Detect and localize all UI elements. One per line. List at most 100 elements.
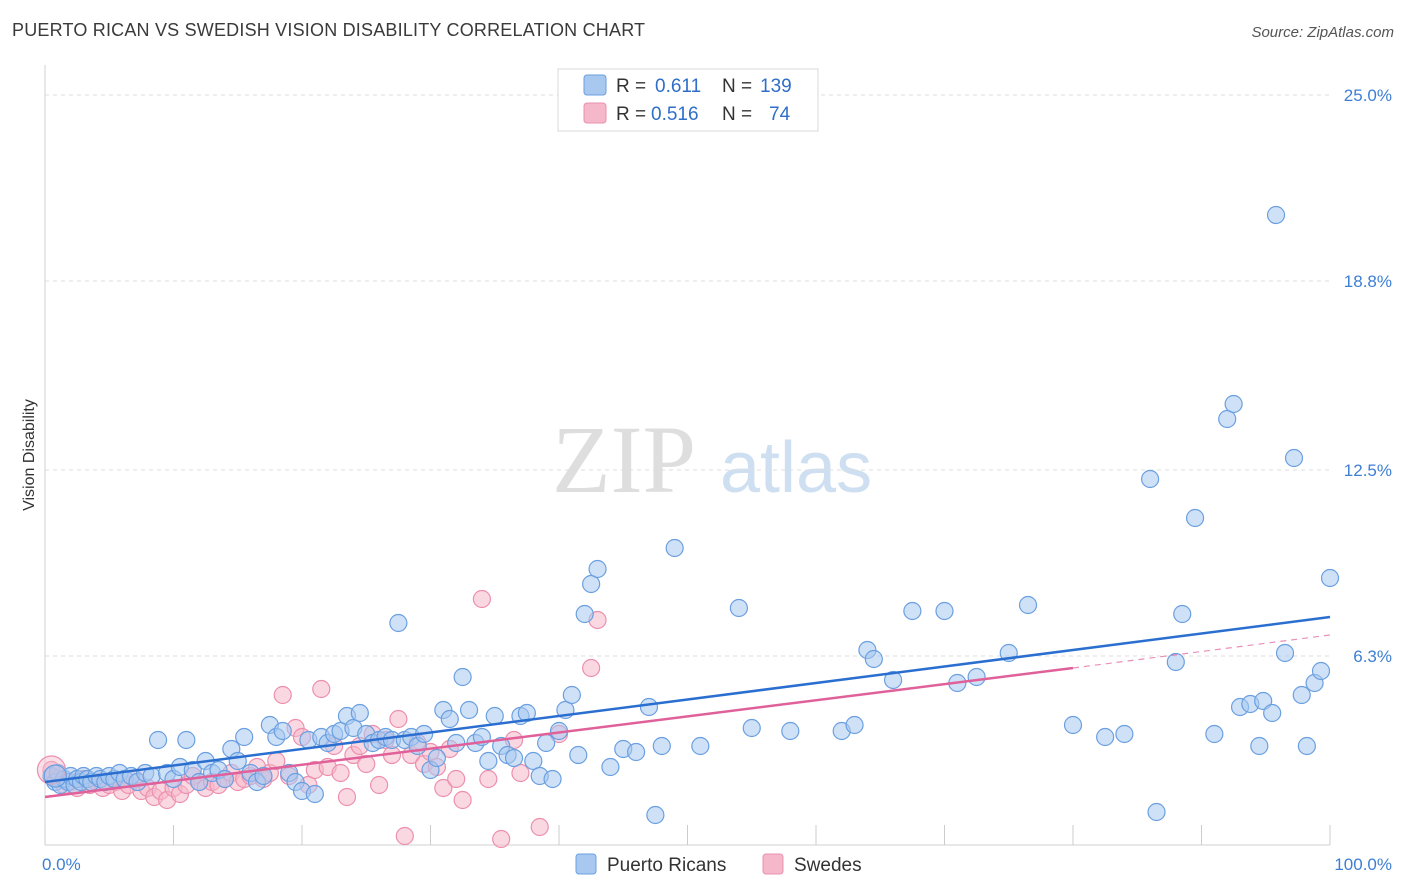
legend-r-label: R = bbox=[616, 76, 646, 97]
data-point bbox=[1096, 727, 1115, 747]
data-point bbox=[1018, 595, 1038, 615]
data-point bbox=[395, 826, 414, 846]
data-point bbox=[691, 736, 710, 756]
data-point bbox=[453, 790, 472, 810]
data-point bbox=[1266, 205, 1286, 225]
data-point bbox=[639, 697, 659, 717]
data-point bbox=[479, 769, 498, 789]
y-tick-label: 12.5% bbox=[1344, 461, 1392, 480]
data-point bbox=[626, 742, 646, 762]
data-point bbox=[569, 745, 588, 765]
legend-swatch-puerto-ricans bbox=[583, 74, 607, 96]
data-point bbox=[1147, 802, 1166, 822]
data-point bbox=[337, 787, 357, 807]
legend-swatch-swedes bbox=[583, 102, 607, 124]
data-point bbox=[504, 748, 524, 768]
data-point bbox=[1140, 469, 1160, 489]
data-point bbox=[485, 706, 504, 726]
data-point bbox=[524, 751, 543, 771]
data-point bbox=[459, 700, 479, 720]
data-point bbox=[1284, 448, 1304, 468]
bottom-legend: Puerto Ricans Swedes bbox=[575, 853, 862, 876]
data-point bbox=[479, 751, 498, 771]
data-point bbox=[350, 703, 369, 723]
watermark: ZIP atlas bbox=[552, 406, 872, 513]
data-point bbox=[1185, 508, 1205, 528]
data-point bbox=[447, 769, 466, 789]
data-point bbox=[1297, 736, 1316, 756]
y-tick-label: 6.3% bbox=[1353, 647, 1392, 666]
data-point bbox=[530, 817, 549, 837]
data-point bbox=[1275, 643, 1295, 663]
data-point bbox=[1263, 703, 1282, 723]
data-points bbox=[36, 205, 1340, 849]
legend-n-value: 74 bbox=[769, 104, 791, 125]
data-point bbox=[742, 718, 761, 738]
data-point bbox=[273, 685, 292, 705]
data-point bbox=[1205, 724, 1224, 744]
data-point bbox=[148, 730, 168, 750]
data-point bbox=[652, 736, 671, 756]
data-point bbox=[177, 730, 196, 750]
data-point bbox=[582, 574, 601, 594]
x-tick-label: 100.0% bbox=[1334, 855, 1392, 874]
legend: R = 0.611 N = 139 R = 0.516 N = 74 bbox=[557, 68, 819, 132]
data-point bbox=[511, 763, 530, 783]
data-point bbox=[235, 727, 254, 747]
data-point bbox=[1224, 394, 1243, 414]
data-point bbox=[729, 598, 749, 618]
data-point bbox=[43, 764, 67, 788]
x-tick-label: 0.0% bbox=[42, 855, 81, 874]
data-point bbox=[1292, 685, 1311, 705]
data-point bbox=[665, 538, 684, 558]
data-point bbox=[447, 733, 466, 753]
bottom-legend-swatch-swedes bbox=[762, 853, 784, 875]
data-point bbox=[517, 703, 536, 723]
data-point bbox=[228, 751, 247, 771]
source-label: Source: ZipAtlas.com bbox=[1251, 24, 1394, 41]
data-point bbox=[781, 721, 800, 741]
data-point bbox=[883, 670, 903, 690]
data-point bbox=[537, 733, 556, 753]
data-point bbox=[453, 667, 472, 687]
data-point bbox=[389, 613, 408, 633]
trend-line bbox=[44, 666, 1074, 799]
bottom-legend-label-puerto-ricans: Puerto Ricans bbox=[607, 855, 726, 876]
trend-lines bbox=[44, 615, 1331, 799]
data-point bbox=[601, 757, 620, 777]
data-point bbox=[389, 709, 408, 729]
data-point bbox=[845, 715, 864, 735]
data-point bbox=[1250, 736, 1269, 756]
gridlines bbox=[45, 94, 1330, 657]
legend-n-label: N = bbox=[722, 76, 752, 97]
data-point bbox=[935, 601, 954, 621]
legend-n-value: 139 bbox=[760, 76, 792, 97]
data-point bbox=[562, 685, 581, 705]
watermark-zip: ZIP bbox=[552, 406, 696, 513]
data-point bbox=[543, 769, 562, 789]
data-point bbox=[1311, 661, 1331, 681]
legend-r-value: 0.611 bbox=[655, 76, 701, 97]
axes bbox=[44, 65, 1331, 846]
data-point bbox=[646, 805, 665, 825]
watermark-atlas: atlas bbox=[720, 428, 872, 508]
data-point bbox=[1173, 604, 1192, 624]
data-point bbox=[434, 778, 453, 798]
data-point bbox=[967, 667, 986, 687]
data-point bbox=[440, 709, 459, 729]
chart-title: PUERTO RICAN VS SWEDISH VISION DISABILIT… bbox=[12, 20, 646, 40]
data-point bbox=[492, 829, 511, 849]
data-point bbox=[1166, 652, 1185, 672]
tick-labels: 6.3% 12.5% 18.8% 25.0% 0.0% 100.0% bbox=[42, 86, 1392, 874]
data-point bbox=[305, 784, 324, 804]
trend-line bbox=[44, 615, 1331, 784]
bottom-legend-label-swedes: Swedes bbox=[794, 855, 862, 876]
y-tick-label: 18.8% bbox=[1344, 272, 1392, 291]
data-point bbox=[903, 601, 922, 621]
legend-r-label: R = bbox=[616, 104, 646, 125]
bottom-legend-swatch-puerto-ricans bbox=[575, 853, 597, 875]
data-point bbox=[1115, 724, 1134, 744]
data-point bbox=[575, 604, 594, 624]
data-point bbox=[427, 748, 447, 768]
